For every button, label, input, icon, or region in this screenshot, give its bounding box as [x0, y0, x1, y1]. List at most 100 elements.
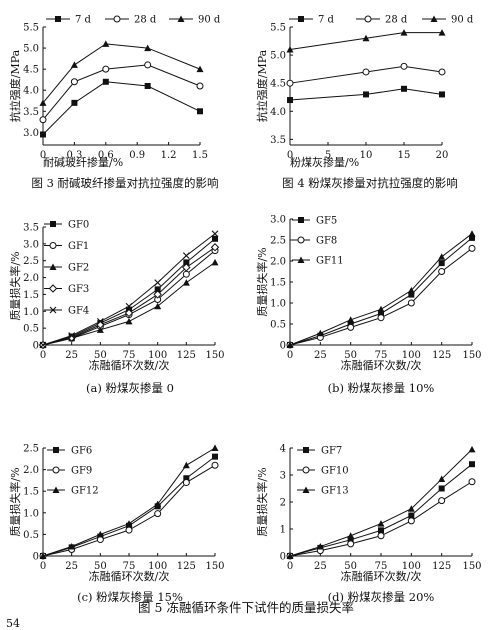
series-line-28d — [42, 64, 201, 121]
x-tick-label: 75 — [375, 561, 388, 572]
data-point — [39, 552, 47, 559]
data-point — [363, 91, 369, 98]
data-point — [438, 475, 446, 483]
x-tick-label: 10 — [360, 150, 373, 161]
y-tick-label: 2.5 — [23, 444, 39, 455]
legend-marker — [53, 447, 59, 453]
y-tick-label: 2 — [280, 498, 286, 509]
figure-caption: 图 5 冻融循环条件下试件的质量损失率 — [138, 600, 354, 615]
y-tick-label: 0.5 — [270, 320, 286, 331]
x-tick-label: 0 — [287, 350, 293, 361]
data-point — [211, 444, 219, 451]
x-tick-label: 125 — [432, 561, 451, 572]
x-tick-label: 25 — [314, 561, 327, 572]
data-point — [401, 85, 407, 92]
y-tick-label: 3.5 — [23, 223, 39, 234]
data-point — [211, 230, 219, 238]
x-tick-label: 5 — [325, 150, 331, 161]
data-point — [153, 290, 162, 299]
y-tick-label: 2.5 — [270, 236, 286, 247]
chart-caption: (c) 粉煤灰掺量 15% — [77, 590, 183, 604]
y-tick-label: 1.5 — [23, 487, 39, 498]
y-tick-label: 4.5 — [270, 79, 286, 90]
x-tick-label: 50 — [94, 561, 107, 572]
series-line-gf11 — [289, 233, 473, 346]
data-point — [183, 259, 190, 266]
data-point — [68, 332, 76, 339]
x-axis-label: 粉煤灰掺量/% — [290, 155, 359, 169]
y-tick-label: 4.0 — [23, 86, 39, 97]
y-tick-label: 3.0 — [23, 128, 39, 139]
x-tick-label: 150 — [205, 350, 224, 361]
legend-marker — [302, 466, 310, 474]
data-point — [182, 479, 190, 487]
data-point — [96, 326, 104, 333]
data-point — [182, 270, 190, 278]
x-tick-label: 15 — [398, 150, 411, 161]
x-tick-label: 75 — [123, 561, 136, 572]
y-tick-label: 2.0 — [270, 257, 286, 268]
x-tick-label: 100 — [148, 350, 167, 361]
series-line-28d — [289, 65, 443, 84]
y-tick-label: 4.0 — [270, 107, 286, 118]
data-point — [196, 82, 204, 90]
x-tick-label: 50 — [94, 350, 107, 361]
data-point — [144, 83, 151, 89]
x-tick-label: 25 — [314, 350, 327, 361]
y-tick-label: 5.5 — [270, 23, 286, 34]
data-point — [378, 527, 384, 534]
x-tick-label: 125 — [432, 350, 451, 361]
y-tick-label: 0 — [280, 341, 286, 352]
legend-marker — [298, 217, 304, 223]
legend-marker — [50, 221, 56, 227]
data-point — [362, 34, 370, 42]
x-axis-label: 冻融循环次数/次 — [89, 358, 170, 372]
x-tick-label: 150 — [205, 561, 224, 572]
data-point — [212, 453, 218, 460]
data-point — [362, 68, 370, 76]
data-point — [102, 65, 110, 73]
chart-fig3: 0 0.3 0.6 0.9 1.2 1.5 3.0 3.5 4.0 4.5 5.0 5.5 耐碱玻纤掺量… — [8, 15, 221, 191]
chart-caption: (d) 粉煤灰掺量 20% — [328, 590, 435, 604]
data-point — [154, 510, 162, 518]
data-point — [210, 243, 220, 252]
y-tick-label: 1.0 — [270, 299, 286, 310]
data-point — [468, 478, 476, 486]
legend-label: 7 d — [318, 15, 335, 26]
data-point — [125, 520, 133, 527]
x-tick-label: 100 — [148, 561, 167, 572]
data-point — [125, 526, 133, 534]
legend-label: GF10 — [321, 466, 349, 477]
data-point — [400, 62, 408, 70]
x-tick-label: 75 — [123, 350, 136, 361]
data-point — [377, 314, 385, 322]
data-point — [400, 29, 408, 36]
y-tick-label: 2.0 — [23, 465, 39, 476]
x-tick-label: 125 — [177, 350, 196, 361]
y-tick-label: 1.0 — [23, 307, 39, 318]
y-tick-label: 0.5 — [23, 530, 39, 541]
legend-label: GF8 — [316, 236, 337, 247]
legend-marker — [113, 15, 121, 23]
data-point — [154, 500, 162, 508]
legend-marker — [49, 306, 57, 314]
series-line-gf6 — [42, 456, 216, 557]
data-point — [154, 302, 162, 310]
legend-label: GF4 — [68, 306, 89, 317]
plots-layer: 0 0.3 0.6 0.9 1.2 1.5 3.0 3.5 4.0 4.5 5.0 5.5 耐碱玻纤掺量… — [8, 15, 482, 605]
legend-marker — [297, 256, 305, 263]
data-point — [212, 235, 218, 242]
y-axis-label: 抗拉强度/MPa — [8, 49, 22, 122]
x-tick-label: 100 — [402, 561, 421, 572]
legend-label: GF7 — [321, 446, 342, 457]
legend-marker — [303, 447, 309, 453]
data-point — [68, 542, 76, 550]
chart-fig5a: 0 25 50 75 100 125 150 0 0.5 1.0 1.5 2.0 2.5 3.0 3.5 冻融… — [8, 220, 225, 396]
data-point — [377, 520, 385, 527]
x-tick-label: 0.9 — [129, 150, 145, 161]
chart-caption: (b) 粉煤灰掺量 10% — [328, 381, 435, 395]
legend-label: 7 d — [75, 15, 92, 26]
data-point — [438, 485, 445, 492]
x-tick-label: 150 — [462, 350, 481, 361]
